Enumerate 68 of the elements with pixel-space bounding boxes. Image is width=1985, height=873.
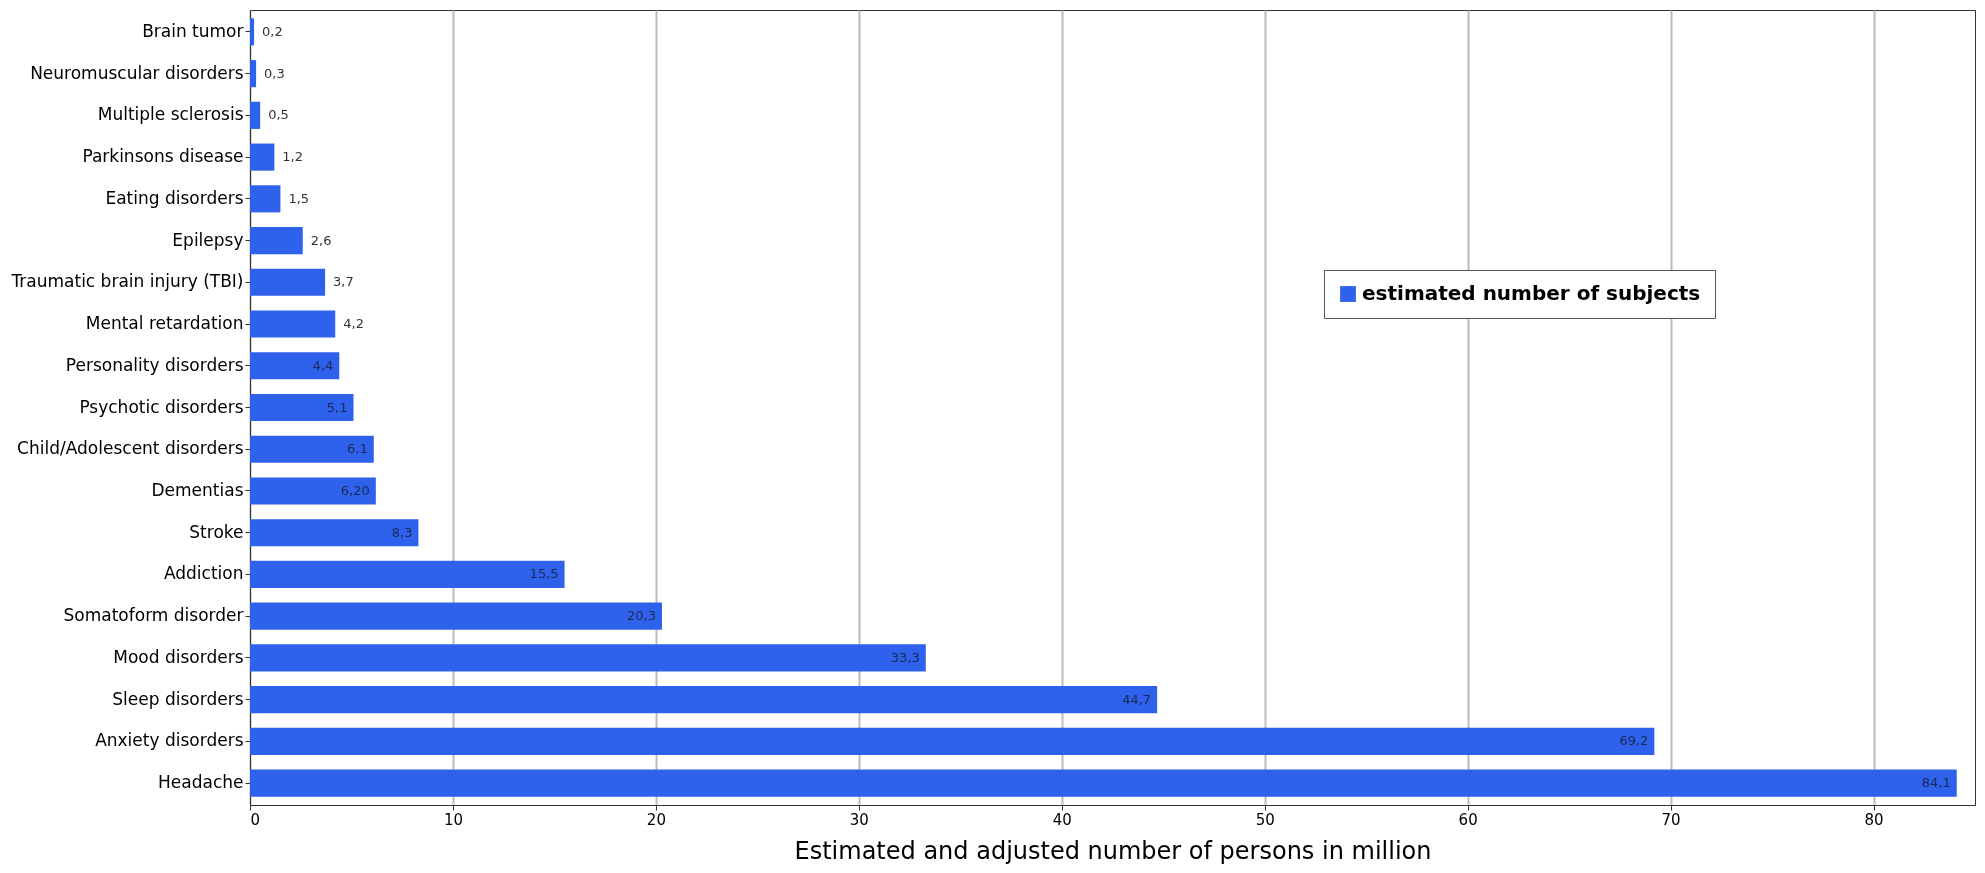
data-label: 4,2 xyxy=(343,316,364,332)
bar xyxy=(250,435,374,463)
bar xyxy=(250,227,303,255)
y-tick-label: Epilepsy xyxy=(172,229,244,250)
x-tick-label: 80 xyxy=(1864,810,1884,829)
bar xyxy=(250,602,662,630)
data-label: 69,2 xyxy=(1619,733,1649,749)
y-tick-label: Psychotic disorders xyxy=(79,396,244,417)
bar xyxy=(250,310,336,338)
y-tick-label: Dementias xyxy=(151,479,244,500)
bar xyxy=(250,477,376,505)
data-label: 0,3 xyxy=(264,65,285,81)
data-label: 4,4 xyxy=(312,357,334,373)
bar xyxy=(250,143,275,171)
x-tick-label: 40 xyxy=(1052,810,1072,829)
data-label: 0,2 xyxy=(262,23,283,39)
bar xyxy=(250,560,565,588)
y-tick-label: Personality disorders xyxy=(65,354,244,375)
data-label: 20,3 xyxy=(627,608,656,624)
y-tick-label: Child/Adolescent disorders xyxy=(17,438,244,459)
y-tick-label: Addiction xyxy=(163,563,244,584)
data-label: 0,5 xyxy=(268,107,289,123)
x-tick-label: 70 xyxy=(1661,810,1681,829)
bar xyxy=(250,519,419,547)
data-label: 2,6 xyxy=(310,232,332,248)
y-tick-label: Headache xyxy=(158,772,244,793)
x-tick-label: 10 xyxy=(443,810,463,829)
y-tick-label: Mood disorders xyxy=(113,646,244,667)
data-label: 44,7 xyxy=(1122,691,1152,707)
bar xyxy=(250,101,261,129)
bar xyxy=(250,644,926,672)
legend-label: estimated number of subjects xyxy=(1362,281,1701,305)
x-tick-label: 50 xyxy=(1255,810,1275,829)
y-tick-label: Traumatic brain injury (TBI) xyxy=(10,271,244,292)
y-tick-label: Eating disorders xyxy=(105,187,244,208)
data-label: 8,3 xyxy=(391,524,413,540)
y-tick-label: Sleep disorders xyxy=(112,688,244,709)
bar xyxy=(250,60,257,88)
y-tick-label: Somatoform disorder xyxy=(63,605,244,626)
y-tick-label: Neuromuscular disorders xyxy=(30,62,244,83)
bar xyxy=(250,727,1655,755)
bar xyxy=(250,686,1158,714)
bar xyxy=(250,268,326,296)
data-label: 6,20 xyxy=(340,482,370,498)
bar xyxy=(250,18,255,46)
data-label: 15,5 xyxy=(529,566,559,582)
data-label: 84,1 xyxy=(1921,775,1951,791)
bar xyxy=(250,769,1957,797)
bar xyxy=(250,393,354,422)
x-axis-title: Estimated and adjusted number of persons in million xyxy=(794,836,1432,865)
x-tick-label: 20 xyxy=(646,810,666,829)
y-tick-label: Multiple sclerosis xyxy=(97,104,244,125)
y-tick-label: Mental retardation xyxy=(85,313,244,334)
data-label: 1,2 xyxy=(282,149,304,165)
x-tick-label: 0 xyxy=(250,810,261,829)
y-tick-label: Parkinsons disease xyxy=(82,146,244,167)
data-label: 1,5 xyxy=(288,190,310,206)
data-label: 33,3 xyxy=(890,649,920,665)
y-tick-label: Brain tumor xyxy=(142,20,244,41)
data-label: 5,1 xyxy=(326,399,348,415)
bar xyxy=(250,352,340,380)
y-tick-label: Stroke xyxy=(189,521,244,542)
x-tick-label: 30 xyxy=(849,810,869,829)
data-label: 6,1 xyxy=(347,441,368,457)
x-tick-label: 60 xyxy=(1458,810,1478,829)
bar xyxy=(250,185,281,213)
data-label: 3,7 xyxy=(333,274,354,290)
y-tick-label: Anxiety disorders xyxy=(95,730,244,751)
